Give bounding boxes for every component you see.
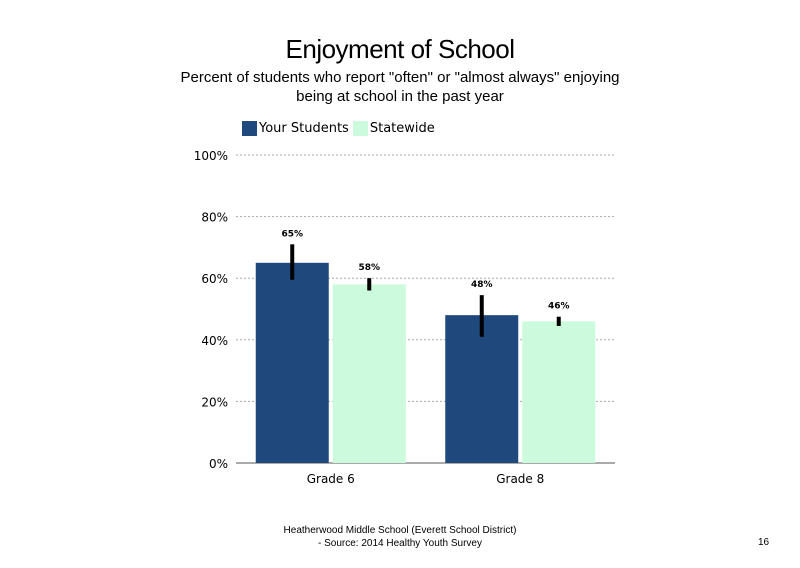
- footer: Heatherwood Middle School (Everett Schoo…: [200, 524, 600, 550]
- y-tick-label: 20%: [201, 395, 228, 409]
- data-label: 48%: [471, 280, 493, 290]
- y-tick-label: 40%: [201, 334, 228, 348]
- chart-title: Enjoyment of School: [285, 34, 515, 64]
- legend-label-statewide: Statewide: [369, 120, 435, 136]
- chart-subtitle: Percent of students who report "often" o…: [180, 69, 620, 105]
- footer-school: Heatherwood Middle School (Everett Schoo…: [283, 525, 517, 536]
- legend-item-your-students: Your Students: [242, 120, 349, 136]
- y-tick-label: 100%: [194, 149, 228, 163]
- bar: [332, 284, 406, 463]
- footer-source: - Source: 2014 Healthy Youth Survey: [318, 538, 482, 549]
- legend-swatch-statewide: [352, 120, 368, 136]
- legend-swatch-your-students: [242, 120, 257, 136]
- x-tick-label: Grade 6: [307, 472, 355, 486]
- bar: [255, 262, 329, 463]
- y-tick-label: 0%: [209, 457, 228, 471]
- y-tick-label: 80%: [201, 211, 228, 225]
- bar: [522, 321, 596, 463]
- x-tick-label: Grade 8: [496, 472, 544, 486]
- legend: Your Students Statewide: [242, 119, 439, 137]
- legend-label-your-students: Your Students: [259, 120, 349, 136]
- legend-item-statewide: Statewide: [352, 120, 435, 136]
- data-label: 46%: [548, 302, 570, 312]
- page-number: 16: [758, 537, 770, 548]
- data-label: 65%: [281, 229, 303, 239]
- y-tick-label: 60%: [201, 272, 228, 286]
- data-label: 58%: [358, 263, 380, 273]
- bar: [445, 315, 519, 463]
